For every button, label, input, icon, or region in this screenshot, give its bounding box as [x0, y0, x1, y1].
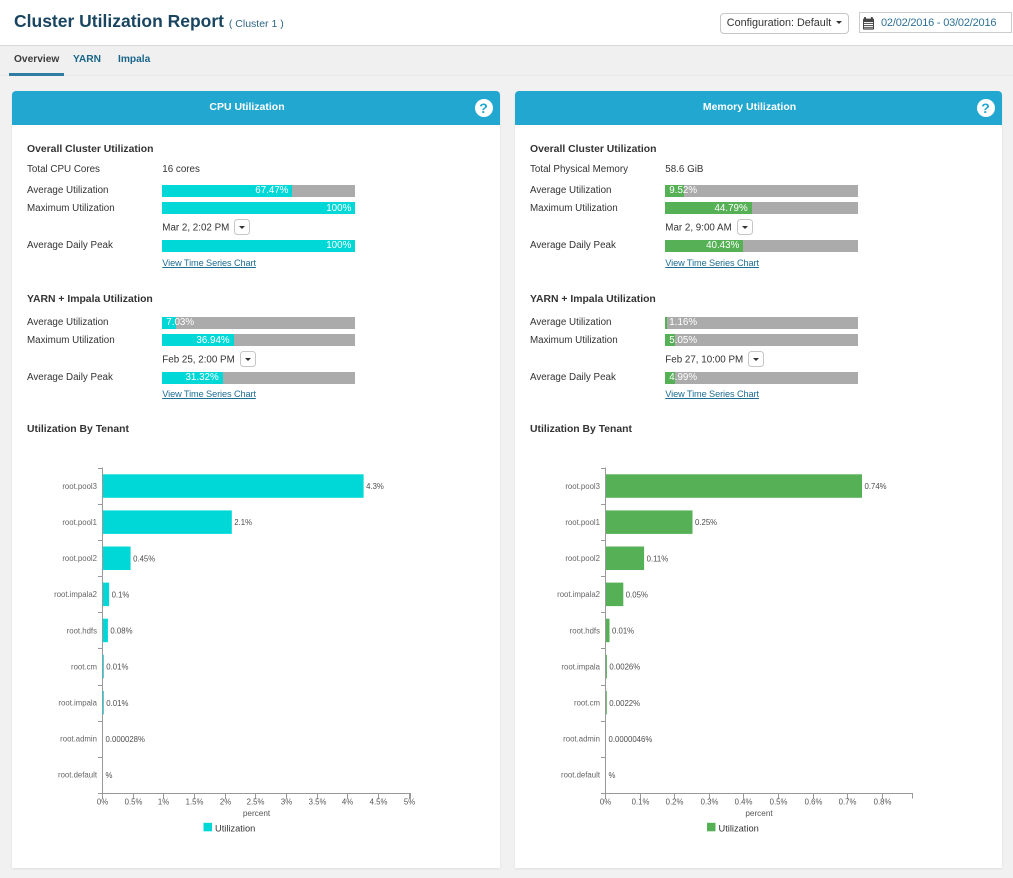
svg-text:0%: 0%: [97, 798, 108, 807]
svg-text:0.4%: 0.4%: [735, 798, 753, 807]
svg-text:0.2%: 0.2%: [666, 798, 684, 807]
svg-text:3.5%: 3.5%: [309, 798, 327, 807]
svg-text:0.01%: 0.01%: [612, 627, 634, 636]
svg-text:root.pool3: root.pool3: [565, 482, 600, 491]
svg-text:root.pool3: root.pool3: [62, 482, 97, 491]
svg-text:0.11%: 0.11%: [647, 554, 669, 563]
svg-text:%: %: [609, 771, 616, 780]
svg-text:0.08%: 0.08%: [110, 627, 132, 636]
svg-text:1.5%: 1.5%: [186, 798, 204, 807]
svg-text:0.0022%: 0.0022%: [609, 699, 640, 708]
svg-text:root.default: root.default: [561, 771, 601, 780]
svg-text:0%: 0%: [600, 798, 611, 807]
svg-text:root.hdfs: root.hdfs: [67, 626, 97, 635]
svg-text:root.cm: root.cm: [574, 699, 600, 708]
svg-text:Utilization: Utilization: [719, 824, 759, 834]
svg-text:0.8%: 0.8%: [874, 798, 892, 807]
svg-text:root.pool1: root.pool1: [565, 518, 600, 527]
svg-text:root.admin: root.admin: [60, 735, 97, 744]
svg-text:4%: 4%: [342, 798, 353, 807]
svg-text:3%: 3%: [281, 798, 292, 807]
svg-text:root.hdfs: root.hdfs: [570, 626, 600, 635]
svg-text:Utilization: Utilization: [215, 824, 255, 834]
svg-text:root.impala: root.impala: [58, 699, 97, 708]
svg-text:0.3%: 0.3%: [701, 798, 719, 807]
svg-text:0.01%: 0.01%: [106, 663, 128, 672]
svg-text:0.45%: 0.45%: [133, 554, 155, 563]
svg-text:0.000028%: 0.000028%: [106, 735, 146, 744]
svg-text:root.pool2: root.pool2: [62, 554, 97, 563]
svg-text:4.5%: 4.5%: [370, 798, 388, 807]
svg-text:2%: 2%: [220, 798, 231, 807]
svg-text:4.3%: 4.3%: [366, 482, 384, 491]
svg-text:5%: 5%: [404, 798, 415, 807]
svg-text:0.01%: 0.01%: [106, 699, 128, 708]
svg-text:2.1%: 2.1%: [234, 518, 252, 527]
svg-text:2.5%: 2.5%: [247, 798, 265, 807]
svg-text:root.impala: root.impala: [561, 662, 600, 671]
svg-text:0.05%: 0.05%: [626, 590, 648, 599]
svg-text:root.impala2: root.impala2: [54, 590, 97, 599]
svg-text:root.cm: root.cm: [71, 662, 97, 671]
svg-text:0.25%: 0.25%: [695, 518, 717, 527]
svg-text:0.6%: 0.6%: [805, 798, 823, 807]
svg-text:%: %: [106, 771, 113, 780]
svg-text:0.5%: 0.5%: [125, 798, 143, 807]
svg-text:0.0026%: 0.0026%: [609, 663, 640, 672]
svg-text:root.pool2: root.pool2: [565, 554, 600, 563]
svg-text:percent: percent: [243, 809, 271, 818]
svg-text:root.admin: root.admin: [563, 735, 600, 744]
svg-text:root.impala2: root.impala2: [557, 590, 600, 599]
svg-text:percent: percent: [745, 809, 773, 818]
svg-text:0.74%: 0.74%: [865, 482, 887, 491]
svg-text:0.0000046%: 0.0000046%: [609, 735, 653, 744]
svg-text:0.7%: 0.7%: [839, 798, 857, 807]
svg-text:root.pool1: root.pool1: [62, 518, 97, 527]
svg-text:0.1%: 0.1%: [112, 590, 130, 599]
svg-text:0.5%: 0.5%: [770, 798, 788, 807]
svg-text:1%: 1%: [158, 798, 169, 807]
svg-text:0.1%: 0.1%: [632, 798, 650, 807]
svg-text:root.default: root.default: [58, 771, 98, 780]
